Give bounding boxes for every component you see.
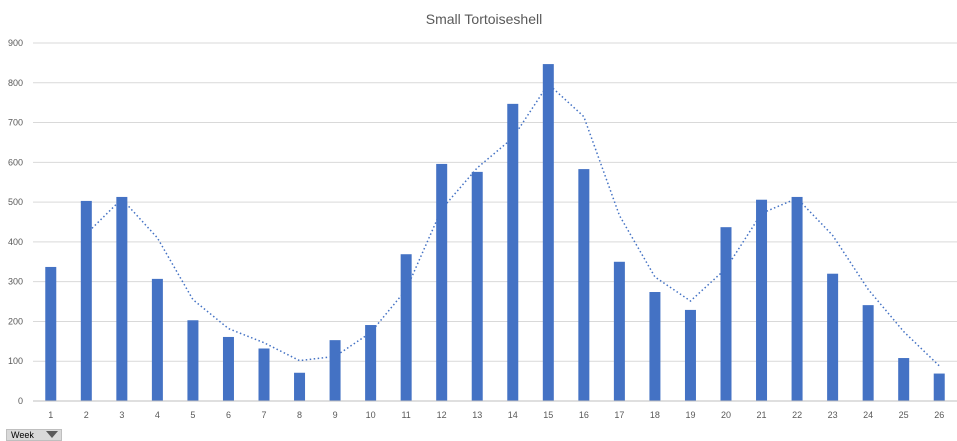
y-tick-label: 800 bbox=[8, 78, 23, 88]
x-tick-label: 26 bbox=[934, 410, 944, 420]
x-tick-label: 14 bbox=[508, 410, 518, 420]
bar-week-17 bbox=[613, 261, 625, 401]
bar-week-21 bbox=[756, 199, 768, 401]
bar-week-24 bbox=[862, 305, 874, 401]
x-tick-label: 7 bbox=[261, 410, 266, 420]
x-tick-label: 6 bbox=[226, 410, 231, 420]
week-field-button[interactable]: Week bbox=[6, 429, 62, 441]
bar-week-4 bbox=[151, 278, 163, 401]
bar-week-2 bbox=[80, 200, 92, 401]
x-tick-label: 4 bbox=[155, 410, 160, 420]
bar-week-19 bbox=[684, 309, 696, 401]
bar-week-9 bbox=[329, 340, 341, 401]
x-tick-label: 12 bbox=[437, 410, 447, 420]
x-tick-label: 9 bbox=[333, 410, 338, 420]
bar-week-13 bbox=[471, 171, 483, 401]
x-tick-label: 15 bbox=[543, 410, 553, 420]
bar-week-3 bbox=[116, 196, 128, 401]
bar-week-26 bbox=[933, 373, 945, 401]
bar-week-25 bbox=[898, 358, 910, 401]
bar-week-18 bbox=[649, 292, 661, 401]
bar-week-12 bbox=[436, 163, 448, 401]
bar-week-23 bbox=[827, 273, 839, 401]
x-tick-label: 5 bbox=[190, 410, 195, 420]
x-tick-label: 20 bbox=[721, 410, 731, 420]
x-tick-label: 24 bbox=[863, 410, 873, 420]
trendline bbox=[85, 82, 940, 367]
bar-week-6 bbox=[222, 336, 234, 401]
y-tick-label: 100 bbox=[8, 356, 23, 366]
bar-week-5 bbox=[187, 320, 199, 401]
y-tick-label: 600 bbox=[8, 157, 23, 167]
bar-week-8 bbox=[294, 372, 306, 401]
x-tick-label: 1 bbox=[48, 410, 53, 420]
bar-week-16 bbox=[578, 169, 590, 401]
x-tick-label: 8 bbox=[297, 410, 302, 420]
week-field-label: Week bbox=[11, 430, 34, 440]
y-tick-labels: 0 100 200 300 400 500 600 700 800 900 bbox=[8, 38, 23, 406]
gridlines bbox=[33, 42, 957, 362]
x-tick-label: 25 bbox=[899, 410, 909, 420]
x-tick-label: 23 bbox=[828, 410, 838, 420]
bar-week-11 bbox=[400, 254, 412, 401]
x-tick-label: 17 bbox=[614, 410, 624, 420]
bar-week-20 bbox=[720, 227, 732, 401]
x-tick-label: 13 bbox=[472, 410, 482, 420]
x-tick-label: 11 bbox=[401, 410, 410, 420]
x-tick-label: 21 bbox=[757, 410, 767, 420]
filter-dropdown-icon bbox=[46, 431, 58, 438]
bar-week-7 bbox=[258, 348, 270, 401]
y-tick-label: 500 bbox=[8, 197, 23, 207]
x-tick-label: 22 bbox=[792, 410, 802, 420]
y-tick-label: 300 bbox=[8, 277, 23, 287]
x-tick-label: 3 bbox=[119, 410, 124, 420]
y-tick-label: 900 bbox=[8, 38, 23, 48]
bar-week-10 bbox=[365, 325, 377, 401]
bar-week-22 bbox=[791, 196, 803, 401]
y-tick-label: 0 bbox=[18, 396, 23, 406]
chart-title: Small Tortoiseshell bbox=[426, 11, 542, 27]
y-tick-label: 700 bbox=[8, 118, 23, 128]
x-tick-label: 2 bbox=[84, 410, 89, 420]
x-tick-label: 18 bbox=[650, 410, 660, 420]
x-tick-label: 10 bbox=[366, 410, 376, 420]
bar-week-15 bbox=[542, 64, 554, 402]
bars bbox=[45, 64, 945, 402]
y-tick-label: 200 bbox=[8, 316, 23, 326]
x-tick-label: 19 bbox=[685, 410, 695, 420]
y-tick-label: 400 bbox=[8, 237, 23, 247]
x-tick-label: 16 bbox=[579, 410, 589, 420]
bar-week-1 bbox=[45, 266, 57, 401]
x-tick-labels: 1 2 3 4 5 6 7 8 9 10 11 12 13 14 15 16 17 18 19 20 21 22 23 24 2… bbox=[48, 410, 944, 420]
bar-week-14 bbox=[507, 103, 519, 402]
